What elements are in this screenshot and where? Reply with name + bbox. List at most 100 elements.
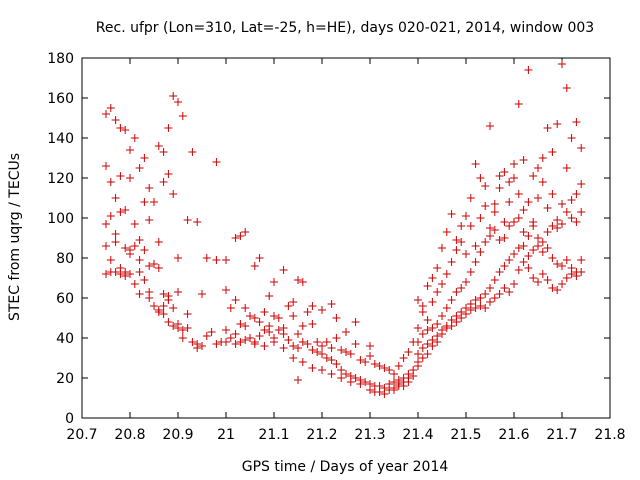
data-point [577, 208, 586, 216]
data-point [505, 256, 514, 264]
data-point [202, 332, 211, 340]
data-point [322, 338, 331, 346]
data-point [236, 232, 245, 240]
data-point [135, 256, 144, 264]
y-tick-label: 140 [47, 131, 74, 147]
data-point [481, 182, 490, 190]
data-point [183, 310, 192, 318]
data-point [126, 174, 134, 182]
data-point [361, 358, 370, 366]
y-tick-label: 20 [56, 371, 74, 387]
data-point [423, 326, 432, 334]
data-point [222, 286, 230, 294]
data-point [447, 210, 456, 218]
data-point [418, 308, 427, 316]
data-point [346, 350, 355, 358]
data-point [250, 314, 259, 322]
data-point [457, 238, 466, 246]
data-point [270, 312, 278, 320]
data-point [116, 124, 125, 132]
data-point [154, 264, 163, 272]
data-point [106, 178, 115, 186]
data-point [534, 164, 542, 172]
data-point [447, 296, 456, 304]
data-point [102, 110, 110, 118]
data-point [159, 178, 168, 186]
data-point [298, 338, 307, 346]
y-tick-label: 0 [65, 411, 74, 427]
data-point [572, 218, 581, 226]
data-point [466, 268, 475, 276]
data-point [538, 154, 547, 162]
x-tick-label: 21 [217, 427, 235, 443]
data-point [212, 340, 221, 348]
data-point [126, 146, 134, 154]
data-point [154, 238, 163, 246]
data-point [418, 330, 427, 338]
data-point [126, 270, 134, 278]
data-point [514, 214, 523, 222]
y-axis-ticks: 0 20 40 60 80 100 120 140 160 180 [47, 51, 610, 427]
data-point [178, 326, 187, 334]
data-point [490, 226, 499, 234]
data-point [471, 160, 480, 168]
data-point [250, 262, 259, 270]
data-point [486, 284, 494, 292]
data-point [409, 372, 418, 380]
x-tick-label: 21.1 [258, 427, 289, 443]
data-point [390, 386, 398, 394]
data-point [462, 212, 470, 220]
data-point [423, 316, 432, 324]
data-point [250, 340, 259, 348]
data-point [510, 160, 518, 168]
x-tick-label: 21.2 [306, 427, 337, 443]
data-point [476, 214, 485, 222]
data-point [366, 342, 374, 350]
data-point [116, 270, 125, 278]
data-point [351, 374, 360, 382]
data-point [207, 328, 216, 336]
data-point [505, 198, 514, 206]
data-point [529, 222, 538, 230]
data-point [356, 380, 365, 388]
data-point [226, 334, 235, 342]
data-point [558, 262, 566, 270]
data-point [514, 266, 523, 274]
data-point [510, 280, 518, 288]
data-point [145, 288, 154, 296]
data-point [198, 290, 206, 298]
data-point [327, 300, 336, 308]
data-point [308, 302, 317, 310]
data-point [490, 200, 499, 208]
data-point [505, 222, 514, 230]
x-axis-ticks: 20.7 20.8 20.9 21 21.1 21.2 21.3 21.4 21.5 21.6 21… [66, 58, 626, 443]
plot-axes [81, 57, 611, 419]
y-tick-label: 120 [47, 171, 74, 187]
data-point [121, 206, 130, 214]
data-point [135, 164, 144, 172]
data-point [462, 250, 470, 258]
data-point [433, 288, 442, 296]
data-point [130, 280, 139, 288]
data-point [476, 174, 485, 182]
x-tick-label: 20.9 [162, 427, 193, 443]
data-point [543, 228, 552, 236]
data-point [380, 364, 389, 372]
x-tick-label: 21.7 [546, 427, 577, 443]
data-point [452, 246, 461, 254]
data-point [174, 288, 182, 296]
data-point [558, 220, 566, 228]
x-tick-label: 21.3 [354, 427, 385, 443]
data-point [159, 310, 168, 318]
data-point [150, 302, 158, 310]
data-point [145, 184, 154, 192]
data-point [438, 312, 446, 320]
x-axis-label: GPS time / Days of year 2014 [242, 459, 449, 475]
data-point [318, 350, 326, 358]
data-point [279, 266, 288, 274]
data-point [538, 238, 547, 246]
data-point [577, 256, 586, 264]
data-point [577, 144, 586, 152]
data-point [562, 164, 571, 172]
